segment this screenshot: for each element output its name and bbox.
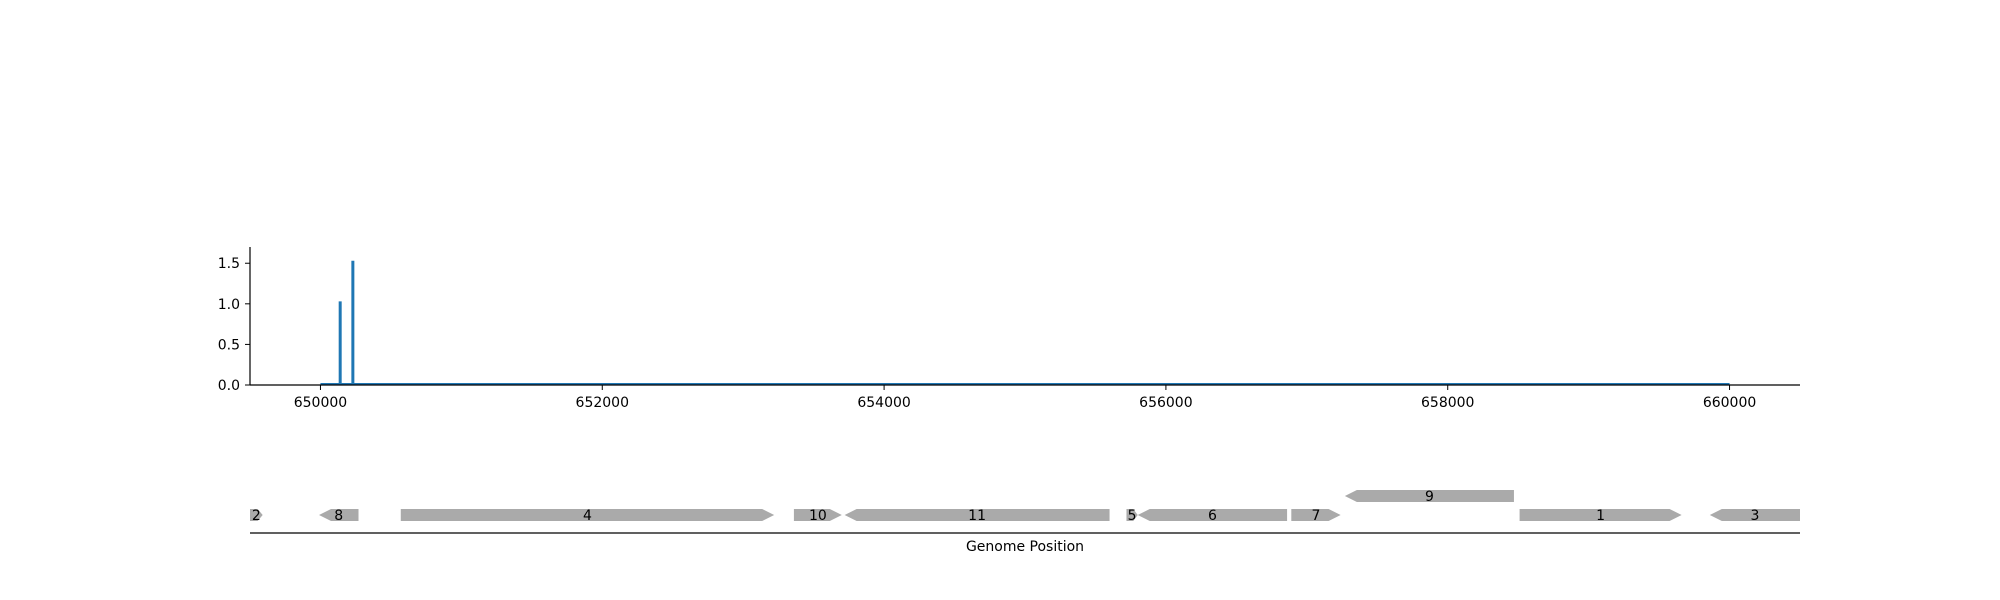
gene-label: 5	[1128, 508, 1137, 524]
gene-label: 10	[809, 508, 827, 524]
y-tick-label: 0.5	[218, 337, 240, 353]
gene-feature: 3	[1709, 508, 1800, 524]
gene-feature: 2	[250, 508, 263, 524]
x-tick-label: 658000	[1421, 395, 1474, 411]
coverage-bars	[338, 260, 355, 385]
gene-feature: 9	[1344, 489, 1514, 505]
gene-feature: 4	[400, 508, 775, 524]
gene-feature: 8	[319, 508, 359, 524]
gene-track: 2 8 4 10 11 5 6 7 9 1 3 Genome Position	[250, 489, 1800, 555]
gene-arrow	[1519, 509, 1682, 521]
x-tick-label: 656000	[1139, 395, 1192, 411]
gene-feature: 5	[1126, 508, 1138, 524]
y-axis-ticks: 0.0 0.5 1.0 1.5	[218, 256, 250, 394]
x-tick-label: 650000	[294, 395, 347, 411]
gene-arrow	[844, 509, 1110, 521]
y-tick-label: 1.5	[218, 256, 240, 272]
gene-label: 3	[1750, 508, 1759, 524]
gene-label: 4	[583, 508, 592, 524]
gene-features: 2 8 4 10 11 5 6 7 9 1 3	[250, 489, 1800, 524]
gene-arrow	[250, 509, 263, 521]
gene-feature: 1	[1519, 508, 1682, 524]
x-tick-label: 654000	[857, 395, 910, 411]
gene-label: 8	[334, 508, 343, 524]
gene-arrow	[1291, 509, 1341, 521]
gene-feature: 11	[844, 508, 1110, 524]
gene-arrow	[1126, 509, 1138, 521]
gene-arrow	[793, 509, 842, 521]
gene-feature: 10	[793, 508, 842, 524]
gene-label: 11	[968, 508, 986, 524]
gene-label: 1	[1596, 508, 1605, 524]
y-tick-label: 1.0	[218, 297, 240, 313]
x-tick-label: 652000	[576, 395, 629, 411]
gene-arrow	[1709, 509, 1800, 521]
x-axis-ticks: 650000 652000 654000 656000 658000 660000	[294, 385, 1756, 411]
x-tick-label: 660000	[1703, 395, 1756, 411]
gene-arrow	[400, 509, 775, 521]
gene-arrow	[1137, 509, 1288, 521]
gene-label: 9	[1425, 489, 1434, 505]
gene-feature: 7	[1291, 508, 1341, 524]
coverage-plot: 0.0 0.5 1.0 1.5 650000 652000 654000 656000 658…	[218, 247, 1800, 411]
gene-arrow	[319, 509, 359, 521]
gene-arrow	[1344, 490, 1514, 502]
gene-feature: 6	[1137, 508, 1288, 524]
gene-label: 6	[1208, 508, 1217, 524]
gene-label: 2	[252, 508, 261, 524]
y-tick-label: 0.0	[218, 378, 240, 394]
x-axis-label: Genome Position	[966, 539, 1084, 555]
gene-label: 7	[1312, 508, 1321, 524]
